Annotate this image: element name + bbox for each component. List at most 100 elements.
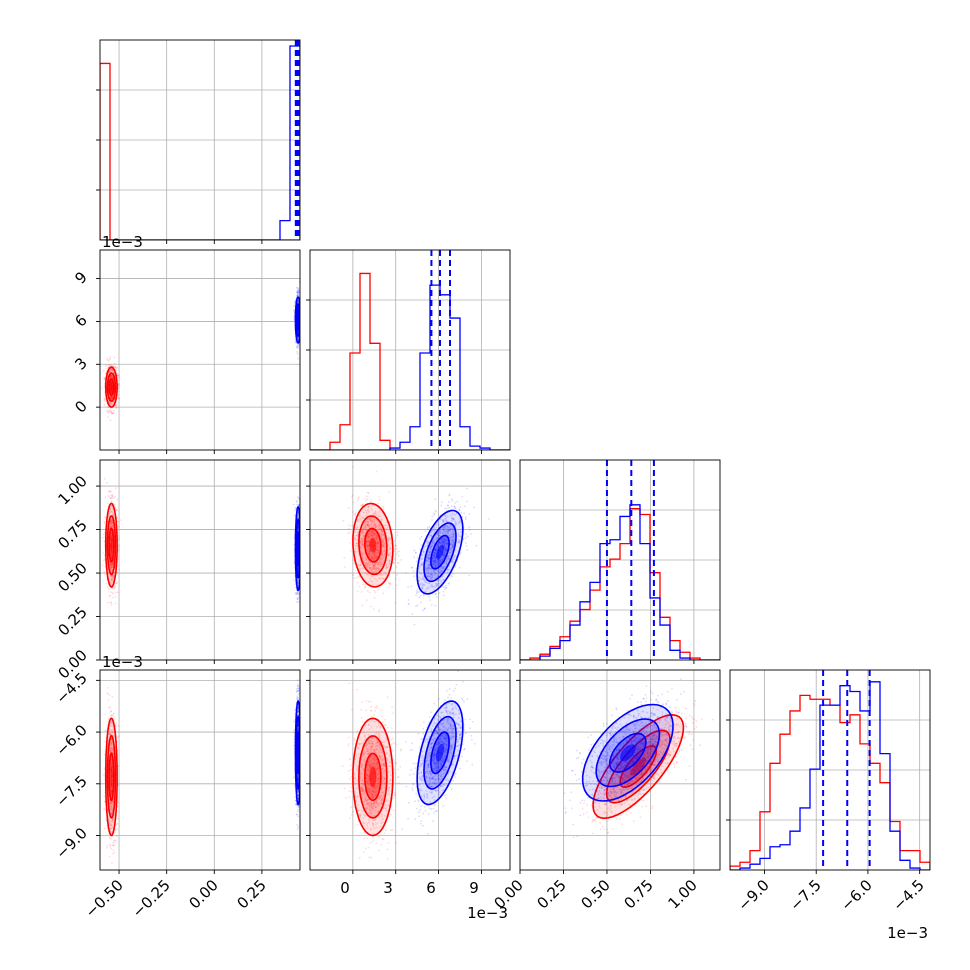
sample-point [108, 588, 110, 590]
sample-point [361, 566, 364, 569]
sample-point [367, 533, 369, 536]
sample-point [110, 375, 112, 377]
sample-point [111, 377, 114, 379]
sample-point [103, 397, 105, 399]
sample-point [445, 515, 447, 517]
sample-point [373, 553, 376, 556]
sample-point [369, 550, 371, 553]
sample-point [376, 563, 379, 566]
sample-point [438, 534, 441, 537]
sample-point [361, 516, 363, 519]
sample-point [111, 576, 114, 579]
histogram-panel-2 [516, 459, 721, 664]
sample-point [361, 540, 363, 542]
sample-point [351, 494, 354, 496]
sample-point [112, 377, 114, 380]
sample-point [432, 586, 435, 588]
sample-point [442, 553, 445, 556]
sample-point [109, 563, 111, 566]
sample-point [362, 516, 365, 519]
sample-point [111, 565, 114, 568]
sample-point [468, 528, 471, 531]
sample-point [370, 569, 373, 572]
sample-point [113, 356, 116, 359]
sample-point [375, 543, 378, 545]
sample-point [367, 511, 370, 513]
sample-point [387, 538, 390, 541]
sample-point [365, 495, 368, 498]
sample-point [397, 561, 400, 564]
sample-point [366, 565, 369, 567]
sample-point [109, 402, 112, 405]
sample-point [114, 366, 117, 368]
sample-point [110, 579, 113, 582]
sample-point [447, 568, 449, 571]
sample-point [377, 568, 380, 571]
sample-point [356, 544, 358, 547]
sample-point [297, 579, 300, 582]
sample-point [118, 376, 121, 379]
sample-point [379, 557, 382, 560]
sample-point [360, 550, 362, 553]
sample-point [111, 521, 113, 524]
sample-point [363, 531, 365, 534]
sample-point [300, 329, 302, 331]
sample-point [116, 404, 118, 407]
sample-point [374, 565, 377, 568]
sample-point [369, 567, 372, 569]
sample-point [377, 551, 380, 554]
sample-point [371, 552, 373, 555]
sample-point [111, 524, 114, 527]
sample-point [116, 366, 119, 369]
sample-point [297, 596, 300, 599]
sample-point [465, 518, 467, 521]
sample-point [373, 568, 376, 571]
sample-point [377, 542, 380, 544]
sample-point [296, 345, 299, 348]
sample-point [369, 564, 372, 566]
sample-point [366, 573, 368, 576]
sample-point [383, 547, 386, 550]
sample-point [110, 563, 113, 566]
sample-point [376, 583, 379, 586]
sample-point [115, 368, 117, 371]
sample-point [371, 566, 373, 569]
sample-point [383, 546, 386, 548]
sample-point [111, 563, 114, 566]
sample-point [110, 535, 113, 537]
sample-point [380, 538, 383, 541]
sample-point [370, 507, 373, 510]
sample-point [355, 538, 358, 541]
sample-point [362, 540, 364, 543]
sample-point [380, 577, 383, 579]
sample-point [368, 580, 370, 583]
sample-point [365, 544, 368, 547]
sample-point [427, 557, 430, 560]
sample-point [373, 533, 376, 535]
sample-point [108, 358, 111, 361]
sample-point [117, 383, 120, 385]
sample-point [435, 583, 438, 585]
sample-point [107, 406, 110, 409]
sample-point [381, 554, 384, 556]
sample-point [388, 548, 390, 551]
sample-point [375, 512, 377, 515]
sample-point [367, 506, 370, 509]
sample-point [370, 605, 372, 608]
sample-point [366, 524, 368, 526]
sample-point [438, 534, 440, 537]
sample-point [430, 543, 433, 546]
sample-point [111, 369, 113, 372]
tick-marks [516, 509, 695, 664]
sample-point [365, 541, 368, 544]
sample-point [110, 563, 112, 565]
sample-point [368, 555, 371, 558]
sample-point [361, 530, 364, 533]
sample-point [437, 523, 440, 526]
sample-point [443, 594, 445, 597]
sample-point [355, 542, 358, 545]
sample-point [368, 566, 371, 569]
sample-point [437, 521, 440, 523]
sample-point [301, 593, 303, 595]
sample-point [423, 594, 425, 597]
